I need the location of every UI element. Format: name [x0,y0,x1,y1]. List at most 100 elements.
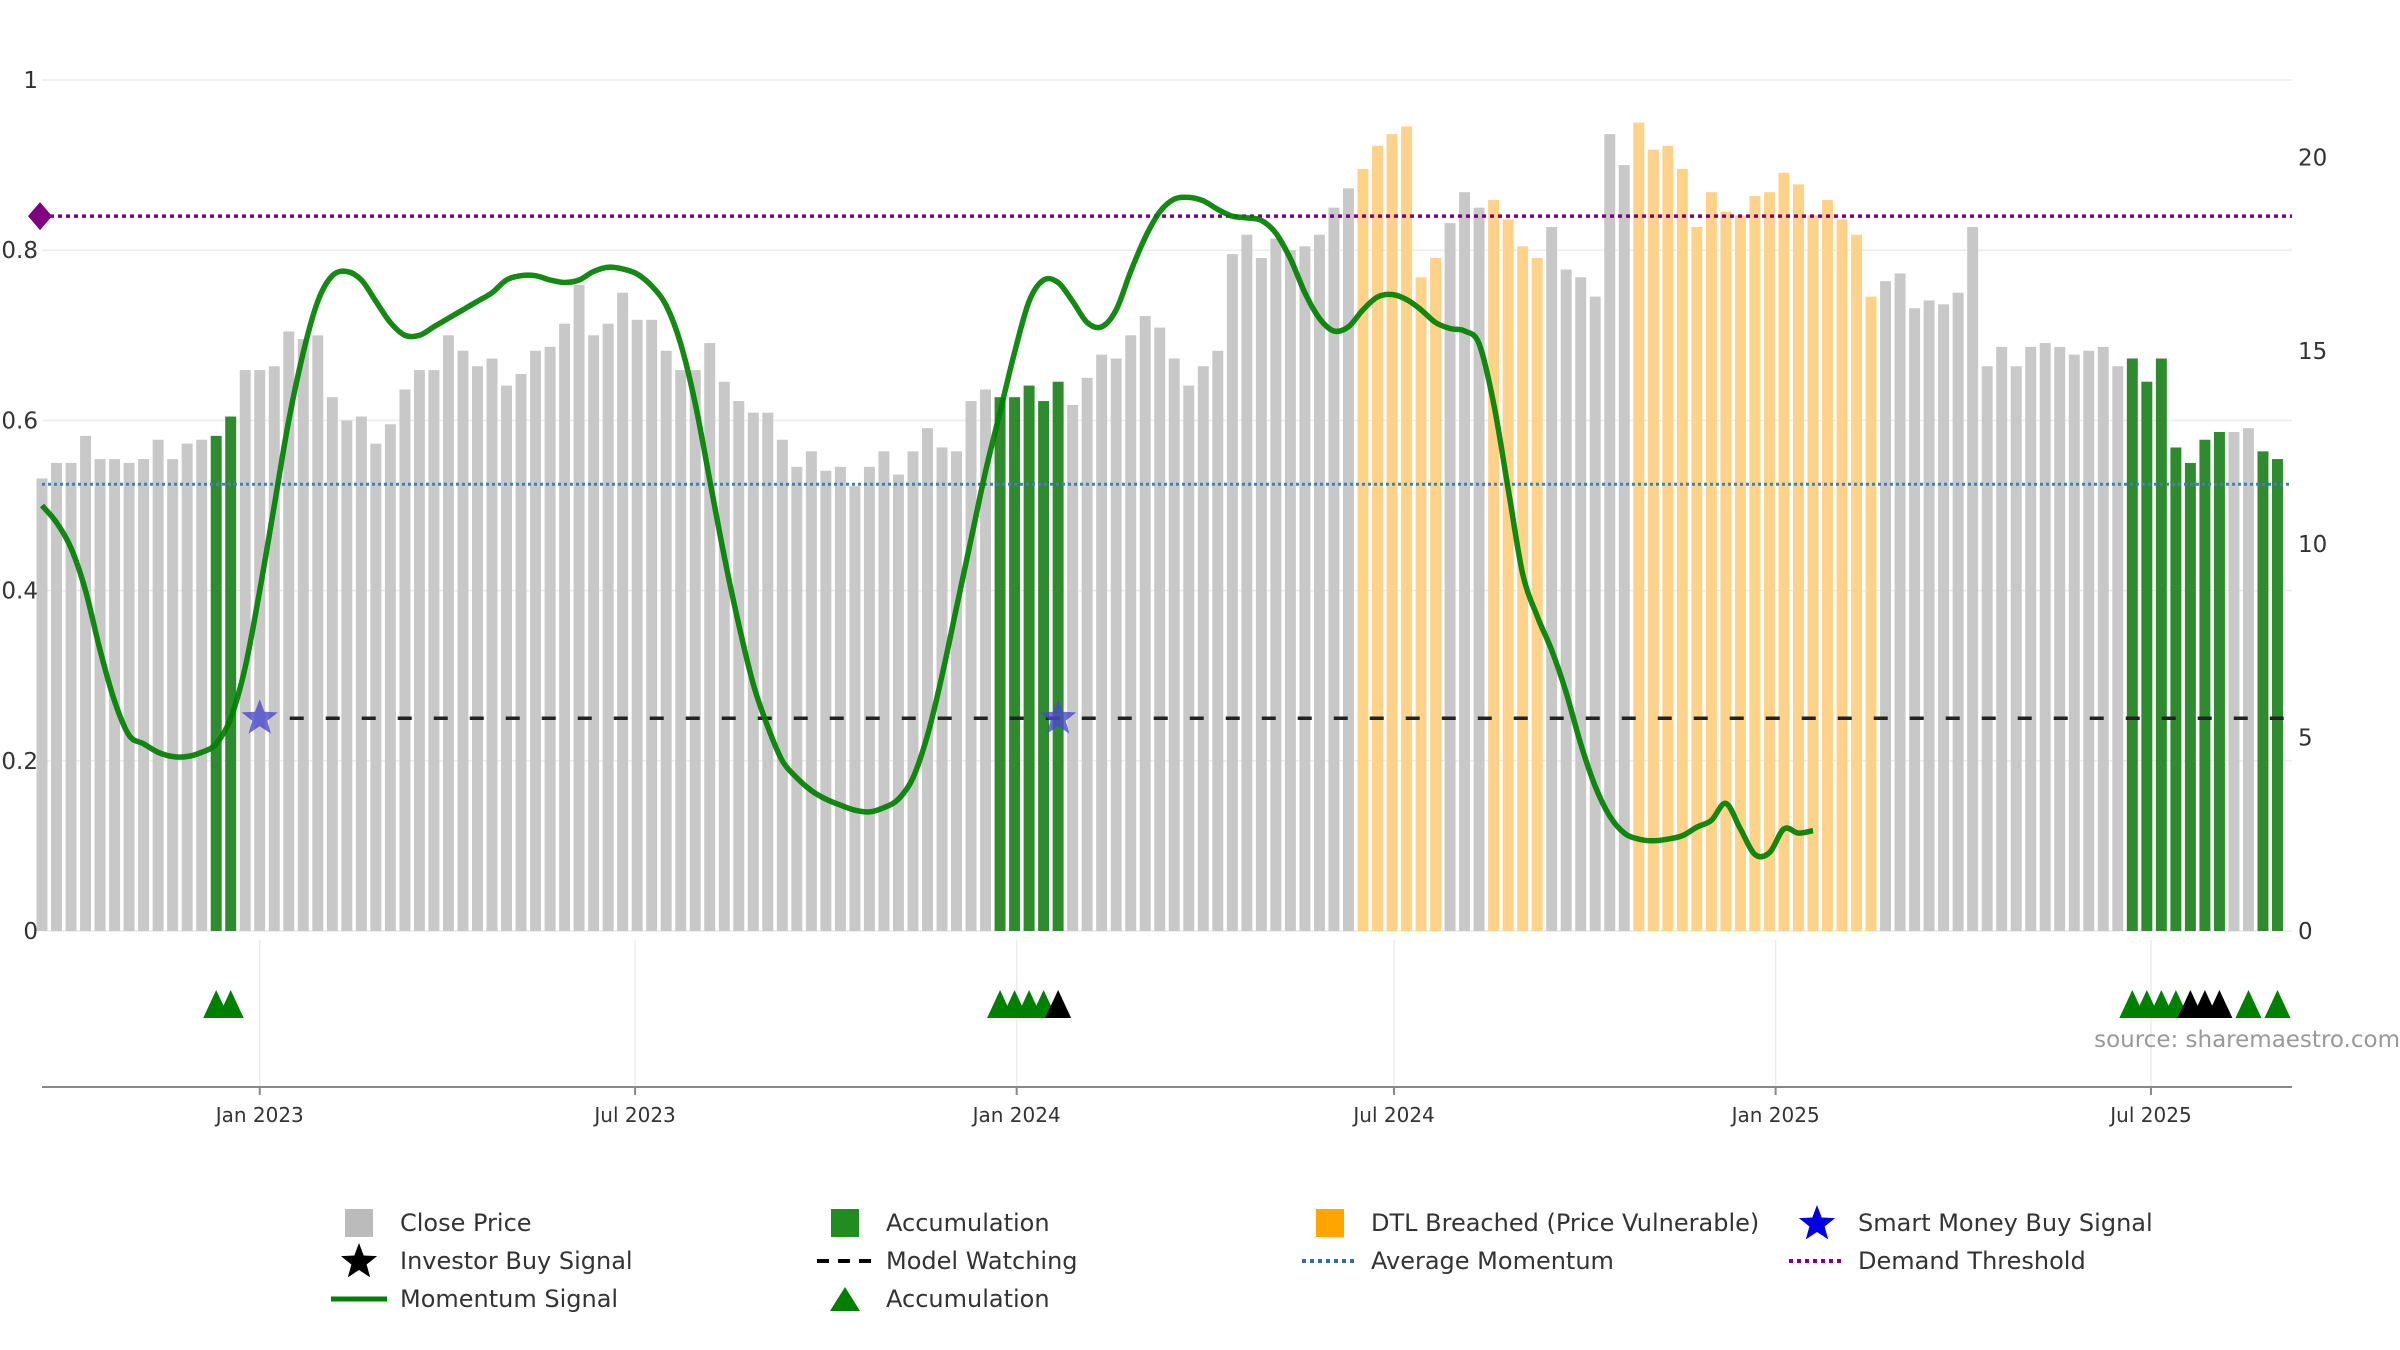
dtl-breached-bar [1778,172,1790,931]
legend-label: Model Watching [886,1247,1078,1275]
close-price-bar [631,319,643,931]
close-price-bar [849,486,861,931]
close-price-bar [138,459,150,931]
dtl-breached-bar [1734,215,1746,932]
close-price-bar [94,459,106,931]
close-price-bar [646,319,658,931]
y-right-tick-label: 15 [2298,339,2327,365]
close-price-bar [1212,350,1224,932]
legend-item: Smart Money Buy Signal [1784,1205,2153,1241]
dtl-breached-bar [1720,211,1732,931]
close-price-bar [1923,300,1935,932]
y-left-tick-label: 0 [23,919,38,945]
legend-item: Accumulation [812,1281,1050,1317]
close-price-bar [515,373,527,931]
close-price-bar [2025,346,2037,931]
close-price-bar [617,292,629,931]
close-price-bar [1967,226,1979,931]
close-price-bar [384,424,396,931]
dtl-breached-bar [1488,199,1500,931]
accumulation-bar [1009,397,1021,931]
dtl-breached-bar [1662,145,1674,931]
close-price-bar [1096,354,1108,932]
accumulation-bar [2213,432,2225,931]
close-price-bar [2097,346,2109,931]
legend-label: Accumulation [886,1209,1050,1237]
y-left-tick-label: 0.2 [1,749,38,775]
legend-item: Average Momentum [1297,1243,1614,1279]
close-price-bar [413,370,425,931]
dtl-breached-bar [1865,296,1877,932]
close-price-bar [283,331,295,931]
smart-money-buy-signal [241,699,278,734]
close-price-bar [1981,366,1993,931]
signal-lines [28,194,2292,860]
close-price-bar [1444,223,1456,931]
legend-label: Demand Threshold [1858,1247,2086,1275]
close-price-bar [936,447,948,931]
close-price-bar [1575,277,1587,931]
x-tick-label: Jan 2025 [1730,1103,1820,1127]
close-price-bar [1125,335,1137,931]
close-price-bar [1459,192,1471,932]
dtl-breached-bar [1822,199,1833,931]
dtl-breached-bar [1415,277,1427,931]
close-price-bar [457,350,469,932]
close-price-bar [1473,207,1485,931]
close-price-bar [1560,269,1572,932]
close-price-bar [951,451,962,931]
close-price-bar [718,381,730,932]
close-price-bar [472,366,483,931]
close-price-bar [326,397,338,931]
y-right-tick-label: 10 [2298,532,2327,558]
x-tick-label: Jan 2024 [971,1103,1061,1127]
close-price-bar [922,428,933,931]
axes: Jan 2023 Jul 2023 Jan 2024 Jul 2024 Jan 2025… [1,68,2327,1127]
close-price-bar [1139,315,1151,931]
close-price-bar [2054,346,2066,931]
accumulation-bar [210,435,222,931]
close-price-bar [878,451,890,931]
line-legend-icon [326,1281,392,1317]
dtl-breached-bar [1386,134,1398,931]
close-price-bar [820,470,832,931]
close-price-bar [1589,296,1601,932]
legend-item: DTL Breached (Price Vulnerable) [1297,1205,1759,1241]
close-price-bar [1255,257,1267,931]
close-price-bar [370,443,382,931]
momentum-line [39,194,1814,860]
dtl-breached-bar [1372,145,1383,931]
dtl-breached-bar [1633,122,1645,932]
close-price-bar [675,370,687,931]
dtl-breached-bar [1647,149,1659,932]
close-price-bar [51,462,62,931]
close-price-bar [530,350,542,932]
dtl-breached-bar [1517,246,1529,932]
close-price-bar [2010,366,2022,931]
investor-buy-marker [2206,990,2233,1018]
close-price-bar [1154,327,1166,932]
legend-item: Momentum Signal [326,1281,618,1317]
dash-legend-icon [812,1243,878,1279]
accumulation-marker [2264,990,2291,1018]
close-price-bar [2068,354,2080,932]
close-price-bar [544,346,556,931]
y-left-tick-label: 0.8 [1,238,38,264]
dot-legend-icon [1784,1243,1850,1279]
close-price-bar [1183,385,1195,931]
x-tick-label: Jul 2025 [2108,1103,2191,1127]
investor-buy-marker [1045,990,1072,1018]
price-bars [36,122,2283,932]
star-legend-icon [1784,1205,1850,1241]
close-price-bar [776,439,788,931]
close-price-bar [65,462,77,931]
x-tick-label: Jul 2023 [592,1103,675,1127]
legend-item: Model Watching [812,1243,1078,1279]
close-price-bar [980,389,992,931]
dtl-breached-bar [1851,234,1862,931]
close-price-bar [1299,246,1311,932]
dtl-breached-bar [1749,196,1761,931]
close-price-bar [254,370,266,931]
close-price-bar [2228,432,2240,931]
accumulation-bar [2199,439,2211,931]
